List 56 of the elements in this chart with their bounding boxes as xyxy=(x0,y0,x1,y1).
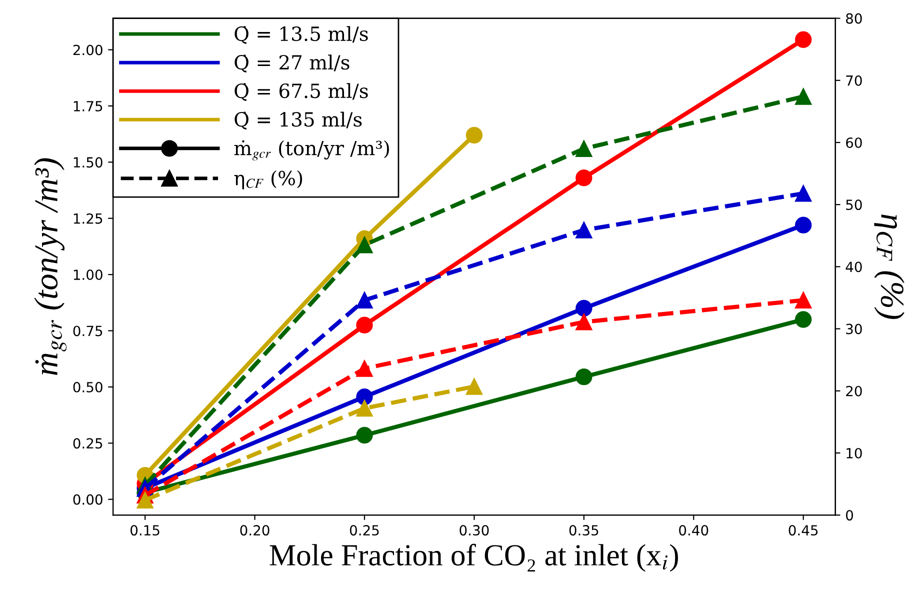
point xyxy=(795,88,812,105)
point xyxy=(576,170,592,186)
point xyxy=(356,360,373,377)
x-tick-label: 0.40 xyxy=(679,525,708,536)
y2-tick-label: 80 xyxy=(846,13,862,24)
y-tick-label: 2.00 xyxy=(73,44,102,56)
legend-label: Q̇ = 67.5 ml/s xyxy=(234,83,368,102)
point xyxy=(356,292,373,309)
y-tick-label: 0.50 xyxy=(73,382,102,392)
x-tick-label: 0.35 xyxy=(569,525,598,536)
y-tick-label: 1.00 xyxy=(74,270,102,280)
point xyxy=(466,126,483,144)
point xyxy=(356,426,373,444)
legend-label: Q̇ = 135 ml/s xyxy=(234,112,362,130)
y2-tick-label: 70 xyxy=(846,75,862,86)
point xyxy=(466,378,483,395)
y-tick-label: 1.75 xyxy=(74,101,102,112)
x-tick-label: 0.15 xyxy=(130,525,160,536)
y2-tick-label: 40 xyxy=(846,262,862,272)
y2-tick-label: 50 xyxy=(846,200,862,210)
y2-tick-label: 60 xyxy=(846,137,862,148)
point xyxy=(356,316,373,334)
y2-axis-title: η$_{CF}$ (%) xyxy=(874,214,904,319)
point xyxy=(795,185,812,202)
annotation: ṁ$_{gcr}$ (ton/yr /m³) xyxy=(234,140,389,160)
x-tick-label: 0.30 xyxy=(460,525,489,536)
point xyxy=(576,222,592,238)
point xyxy=(795,216,812,234)
point xyxy=(576,300,592,317)
point xyxy=(576,368,592,386)
point xyxy=(576,140,592,158)
y-axis-title: ṁ$_{gcr}$ (ton/yr /m³) xyxy=(34,158,67,375)
x-tick-label: 0.20 xyxy=(240,525,270,536)
y-tick-label: 1.25 xyxy=(74,213,102,224)
point xyxy=(795,292,812,309)
point xyxy=(356,400,373,417)
point xyxy=(576,314,592,330)
y-tick-label: 0.75 xyxy=(73,326,102,336)
point xyxy=(356,388,373,406)
y2-tick-label: 10 xyxy=(846,448,862,458)
point xyxy=(356,236,373,254)
x-tick-label: 0.45 xyxy=(788,525,818,536)
y2-tick-label: 30 xyxy=(846,324,862,334)
y-tick-label: 0.25 xyxy=(73,438,102,449)
legend-label: Q̇ = 13.5 ml/s xyxy=(234,26,368,44)
x-tick-label: 0.25 xyxy=(350,525,379,536)
y-tick-label: 1.50 xyxy=(74,157,102,168)
y-tick-label: 0.00 xyxy=(73,494,102,505)
point xyxy=(795,311,812,328)
x-axis-title: Mole Fraction of CO₂ at inlet (x$_{i}$) xyxy=(270,544,678,572)
y2-tick-label: 0 xyxy=(846,510,854,521)
y2-tick-label: 20 xyxy=(846,386,862,396)
legend-label: Q̇ = 27 ml/s xyxy=(234,54,350,72)
point xyxy=(136,492,154,508)
annotation: η$_{CF}$ (%) xyxy=(234,170,302,190)
point xyxy=(795,31,812,48)
